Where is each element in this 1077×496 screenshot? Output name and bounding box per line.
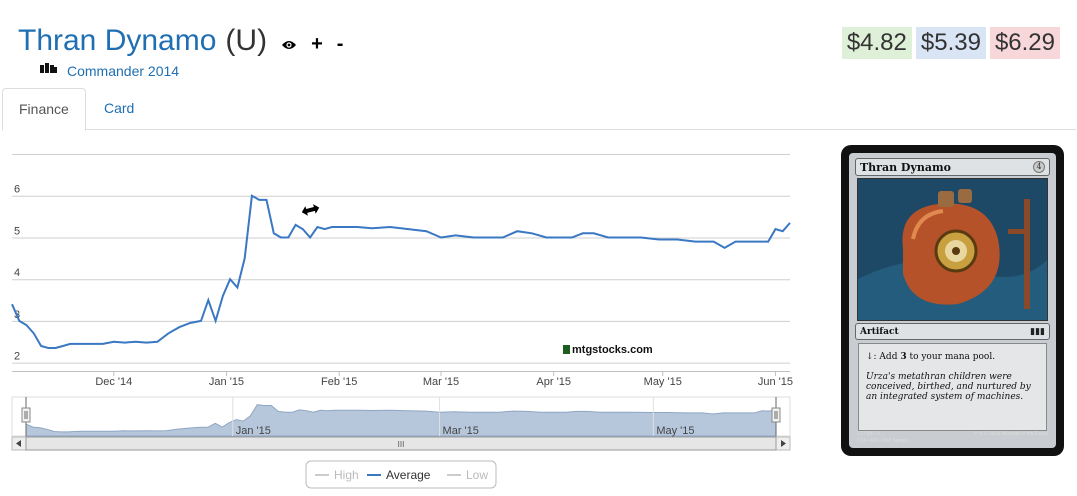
x-tick-label: Feb '15 <box>321 376 357 388</box>
rules-text-mana: 3 <box>900 352 907 362</box>
legend-label: Low <box>466 468 488 482</box>
navigator-series-area <box>25 404 777 437</box>
high-price: $6.29 <box>989 27 1060 59</box>
watermark-text: mtgstocks.com <box>572 344 653 356</box>
card-image-name: Thran Dynamo <box>860 160 951 174</box>
low-price: $4.82 <box>841 27 912 59</box>
tab-bar: Finance Card <box>2 88 1076 131</box>
y-tick-label: 2 <box>14 351 20 363</box>
watermark-icon <box>563 345 570 354</box>
legend-item-low[interactable]: Low <box>447 468 488 482</box>
mana-cost-icon: 4 <box>1033 161 1045 173</box>
navigator-left-handle[interactable] <box>21 407 31 423</box>
x-tick-label: Mar '15 <box>423 376 459 388</box>
add-to-collection-button[interactable]: + <box>311 33 323 55</box>
commander-set-icon <box>40 62 58 80</box>
legend-label: Average <box>386 468 431 482</box>
scrollbar-grip: III <box>398 440 405 449</box>
rules-text-pre: ↓: Add <box>866 352 901 362</box>
x-tick-label: Jan '15 <box>209 376 244 388</box>
price-summary: $4.82 $5.39 $6.29 <box>841 27 1060 59</box>
remove-from-collection-button[interactable]: - <box>336 33 344 55</box>
navigator[interactable]: Jan '15 Mar '15 May '15 III <box>11 396 791 451</box>
chart-legend: High Average Low <box>305 460 497 489</box>
x-tick-label: Dec '14 <box>95 376 132 388</box>
card-type-line: Artifact <box>860 326 899 337</box>
legend-item-average[interactable]: Average <box>367 468 431 482</box>
card-rarity: (U) <box>225 24 268 57</box>
legend-label: High <box>334 468 359 482</box>
y-tick-label: 4 <box>14 267 20 279</box>
card-title: Thran Dynamo (U) + - <box>18 24 343 64</box>
y-tick-label: 6 <box>14 184 20 196</box>
x-tick-label: May '15 <box>644 376 682 388</box>
card-footer: 277/337 U C14 • EN • Ron Spears ™ & © 20… <box>857 431 1048 445</box>
average-price: $5.39 <box>915 27 986 59</box>
y-tick-label: 5 <box>14 225 20 237</box>
x-tick-label: Apr '15 <box>536 376 571 388</box>
legend-item-high[interactable]: High <box>315 468 359 482</box>
set-link[interactable]: Commander 2014 <box>67 63 180 79</box>
card-rules-text: ↓: Add 3 to your mana pool. Urza's metat… <box>858 343 1047 431</box>
scroll-left-arrow-icon[interactable] <box>16 440 21 447</box>
legend-box <box>305 460 497 489</box>
x-tick-label: Jun '15 <box>758 376 793 388</box>
card-flavor-text: Urza's metathran children were conceived… <box>866 372 1031 402</box>
rules-text-post: to your mana pool. <box>906 352 996 362</box>
navigator-tick-label: Mar '15 <box>443 425 479 437</box>
chart-grid <box>12 154 790 372</box>
set-symbol-icon: ▮▮▮ <box>1030 326 1045 336</box>
x-axis-labels: Dec '14 Jan '15 Feb '15 Mar '15 Apr '15 May '… <box>95 371 793 388</box>
card-art <box>857 178 1048 321</box>
series-line-average <box>11 194 791 349</box>
navigator-tick-label: May '15 <box>656 425 694 437</box>
set-info: Commander 2014 <box>40 62 179 80</box>
set-artist-line: C14 • EN • Ron Spears <box>857 438 909 444</box>
cursor-icon <box>301 204 320 216</box>
navigator-tick-label: Jan '15 <box>236 425 271 437</box>
collector-number: 277/337 U <box>857 431 881 437</box>
card-name: Thran Dynamo <box>18 24 217 57</box>
navigator-right-handle[interactable] <box>771 407 781 423</box>
card-image: Thran Dynamo 4 Artifact ▮▮▮ ↓: Ad <box>841 145 1064 456</box>
eye-icon[interactable] <box>281 33 297 56</box>
tab-finance[interactable]: Finance <box>2 88 86 131</box>
tab-card[interactable]: Card <box>104 100 135 116</box>
scroll-right-arrow-icon[interactable] <box>781 440 786 447</box>
card-copyright: ™ & © 2014 Wizards of the Coast <box>972 431 1048 437</box>
